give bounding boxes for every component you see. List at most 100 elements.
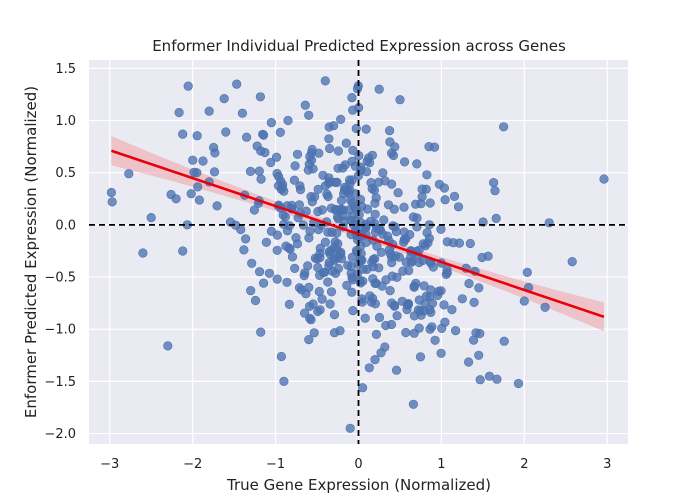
scatter-point (389, 204, 399, 214)
scatter-point (453, 202, 464, 212)
scatter-point (314, 148, 324, 158)
scatter-point (374, 312, 385, 323)
scatter-point (318, 170, 328, 180)
scatter-point (397, 296, 407, 306)
scatter-point (324, 258, 334, 268)
scatter-point (448, 238, 458, 248)
scatter-point (391, 365, 402, 375)
scatter-point (401, 327, 411, 338)
scatter-point (347, 287, 357, 297)
scatter-point (391, 227, 402, 237)
scatter-point (336, 114, 346, 124)
scatter-point (599, 174, 609, 184)
scatter-point (409, 311, 420, 321)
y-tick-label: −2.0 (44, 427, 76, 442)
scatter-point (419, 281, 429, 291)
scatter-point (273, 181, 284, 191)
scatter-point (369, 185, 380, 195)
scatter-point (255, 92, 266, 102)
scatter-point (166, 189, 176, 200)
scatter-point (239, 245, 249, 255)
y-tick-label: 1.5 (55, 62, 76, 77)
regression-line-group (110, 149, 605, 319)
scatter-point (323, 227, 333, 237)
scatter-point (360, 313, 370, 323)
scatter-point (392, 311, 402, 321)
scatter-point (474, 350, 484, 360)
scatter-point (385, 286, 395, 296)
scatter-point (429, 142, 440, 152)
scatter-point (489, 178, 499, 188)
scatter-point (264, 268, 275, 278)
scatter-point (449, 191, 460, 201)
scatter-point (347, 197, 358, 208)
scatter-point (107, 197, 117, 207)
scatter-point (272, 245, 282, 255)
scatter-point (326, 287, 337, 297)
scatter-point (350, 161, 361, 171)
scatter-point (477, 252, 487, 263)
scatter-point (124, 169, 134, 179)
scatter-point (336, 247, 346, 257)
scatter-point (329, 310, 340, 320)
x-tick-label: 3 (603, 457, 611, 472)
scatter-point (412, 213, 422, 223)
scatter-point (343, 260, 353, 270)
scatter-point (232, 79, 242, 89)
scatter-point (245, 166, 256, 176)
scatter-point (280, 212, 291, 222)
scatter-point (411, 199, 421, 209)
scatter-point (342, 280, 352, 291)
scatter-point (335, 326, 345, 336)
scatter-point (430, 335, 440, 345)
x-tick-label: −2 (183, 457, 202, 472)
scatter-point (256, 174, 266, 184)
scatter-point (290, 161, 300, 171)
scatter-point (237, 108, 247, 118)
scatter-point (362, 204, 373, 214)
scatter-point (247, 258, 257, 268)
scatter-point (272, 168, 282, 179)
scatter-point (241, 234, 251, 244)
scatter-point (242, 132, 252, 142)
scatter-point (305, 226, 315, 236)
scatter-point (304, 110, 314, 120)
scatter-point (163, 341, 173, 351)
scatter-point (567, 257, 577, 267)
scatter-point (294, 200, 305, 210)
scatter-point (283, 115, 293, 126)
scatter-point (408, 399, 419, 409)
scatter-point (348, 306, 358, 316)
reference-lines (89, 60, 628, 444)
scatter-point (451, 326, 461, 336)
scatter-point (212, 201, 222, 211)
scatter-point (315, 243, 325, 253)
scatter-point (399, 202, 409, 212)
scatter-point (464, 357, 474, 367)
scatter-point (371, 329, 382, 340)
scatter-point (499, 122, 509, 132)
scatter-point (276, 351, 287, 362)
scatter-point (279, 376, 289, 387)
scatter-point (261, 237, 272, 247)
scatter-point (358, 383, 368, 393)
scatter-point (427, 298, 438, 308)
scatter-point (474, 283, 484, 293)
scatter-point (475, 375, 485, 385)
scatter-point (490, 186, 500, 196)
y-tick-label: −0.5 (44, 271, 76, 286)
scatter-point (399, 227, 409, 237)
regression-line (110, 149, 605, 319)
scatter-point (437, 323, 447, 334)
scatter-point (347, 272, 357, 283)
scatter-point (366, 178, 376, 188)
scatter-point (385, 249, 396, 259)
scatter-point (294, 283, 305, 293)
scatter-point (188, 155, 198, 165)
scatter-point (194, 195, 204, 205)
scatter-point (421, 184, 431, 194)
scatter-point (284, 299, 295, 310)
scatter-point (254, 166, 264, 176)
scatter-point (338, 163, 348, 173)
